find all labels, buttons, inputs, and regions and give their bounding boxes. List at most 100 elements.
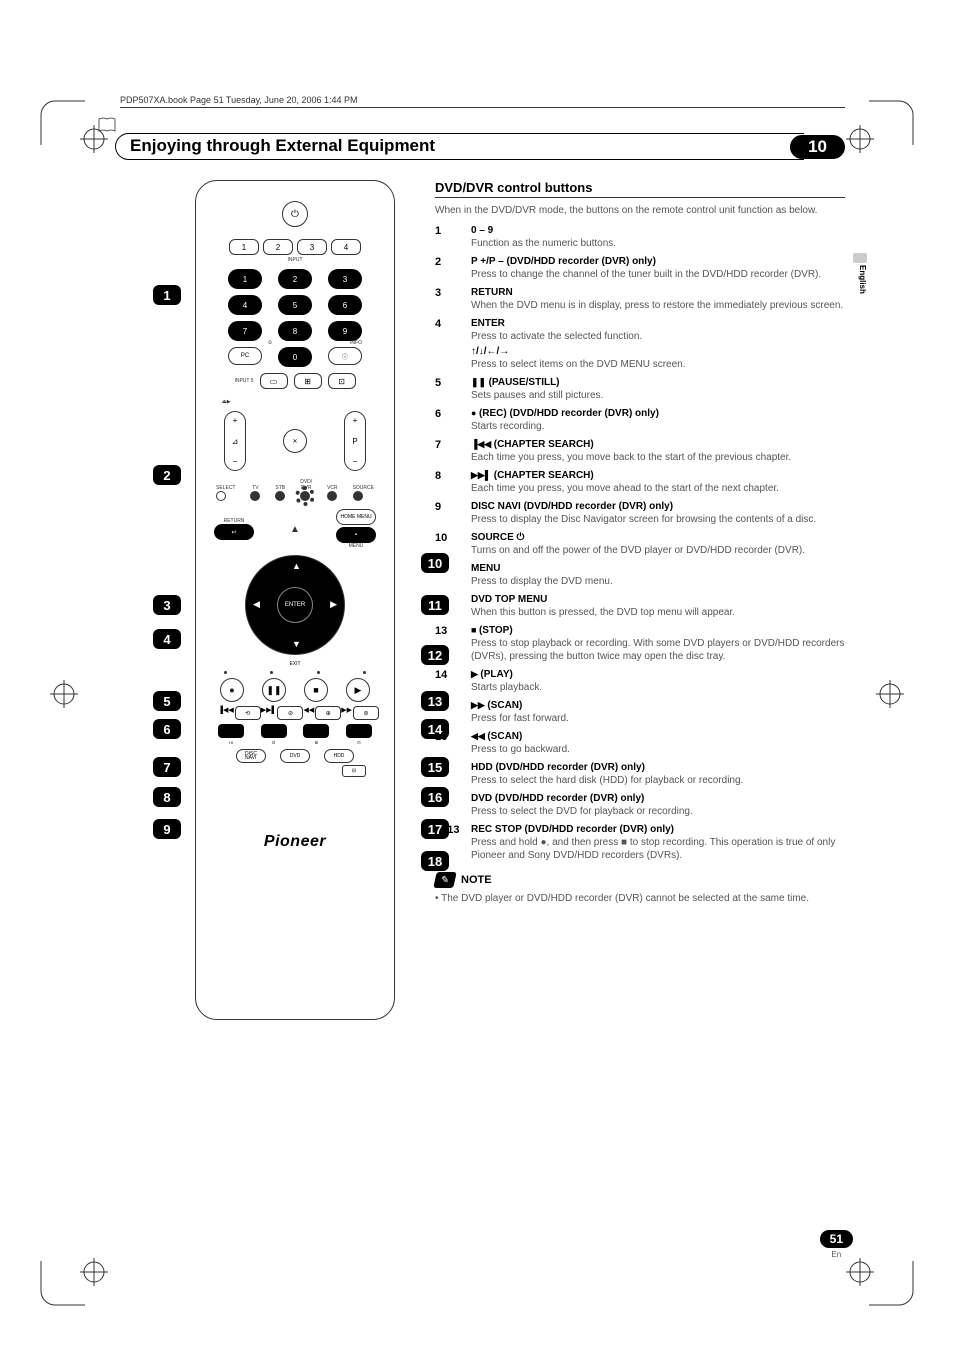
- callout-number: 17: [421, 819, 449, 839]
- media-icon: ▶▶▌: [471, 470, 494, 480]
- pc-button: PC: [228, 347, 262, 365]
- aspect-button: ⊡: [328, 373, 356, 389]
- power-button-icon: ⏻: [282, 201, 308, 227]
- item-heading: P +/P – (DVD/HDD recorder (DVR) only): [471, 256, 845, 267]
- registration-mark-icon: [50, 680, 78, 708]
- control-item: 17HDD (DVD/HDD recorder (DVR) only)Press…: [435, 762, 845, 787]
- control-item: 2P +/P – (DVD/HDD recorder (DVR) only)Pr…: [435, 256, 845, 281]
- play-icon: ▶: [346, 678, 370, 702]
- registration-mark-icon: [846, 125, 874, 153]
- callout-number: 8: [153, 787, 181, 807]
- item-description: Starts playback.: [471, 681, 845, 694]
- playback-control-row: ● ❚❚ ■ ▶: [220, 678, 370, 702]
- item-number: 5: [435, 377, 461, 402]
- dvd-button: DVD: [280, 749, 310, 763]
- control-item: 6● (REC) (DVD/HDD recorder (DVR) only)St…: [435, 408, 845, 433]
- pause-icon: ❚❚: [262, 678, 286, 702]
- num-button: 8: [278, 321, 312, 341]
- item-description: Each time you press, you move back to th…: [471, 451, 845, 464]
- registration-mark-icon: [876, 680, 904, 708]
- control-item: 4 ENTERPress to activate the selected fun…: [435, 318, 845, 371]
- info-label: ⏲: [268, 340, 272, 346]
- dpad-arrows-icon: ↑/↓/←/→: [471, 346, 845, 357]
- disc-navi-button: DISC NAVI: [236, 749, 266, 763]
- input5-button: ▭: [260, 373, 288, 389]
- brand-logo: Pioneer: [214, 833, 376, 851]
- media-icon: ◀◀: [471, 731, 487, 741]
- callout-number: 12: [421, 645, 449, 665]
- item-heading: ▶▶ (SCAN): [471, 700, 845, 711]
- callout-number: 13: [421, 691, 449, 711]
- item-description: When the DVD menu is in display, press t…: [471, 299, 845, 312]
- item-number: 7: [435, 439, 461, 464]
- item-number: 2: [435, 256, 461, 281]
- control-item: 18DVD (DVD/HDD recorder (DVR) only)Press…: [435, 793, 845, 818]
- callout-number: 5: [153, 691, 181, 711]
- dpad: ▲ ▼ ◀ ▶ ENTER: [245, 555, 345, 655]
- book-page-note: PDP507XA.book Page 51 Tuesday, June 20, …: [120, 95, 845, 108]
- num-button: 5: [278, 295, 312, 315]
- zero-button: 0: [278, 347, 312, 367]
- exit-label: EXIT: [214, 661, 376, 667]
- callout-number: 4: [153, 629, 181, 649]
- control-item: 5❚❚ (PAUSE/STILL)Sets pauses and still p…: [435, 377, 845, 402]
- section-title: DVD/DVR control buttons: [435, 180, 845, 198]
- mute-button: ✕: [283, 429, 307, 453]
- item-description: Press and hold ●, and then press ■ to st…: [471, 836, 845, 862]
- source-button-icon: [353, 491, 363, 501]
- registration-mark-icon: [80, 1258, 108, 1286]
- language-tab: English: [851, 265, 867, 294]
- item-number: 9: [435, 501, 461, 526]
- item-number: 1: [435, 225, 461, 250]
- input5-label: INPUT 5: [234, 378, 253, 384]
- item-heading: MENU: [471, 563, 845, 574]
- page-title: Enjoying through External Equipment: [115, 133, 804, 160]
- item-number: 3: [435, 287, 461, 312]
- control-item: 13■ (STOP)Press to stop playback or reco…: [435, 625, 845, 663]
- volume-rocker: +⊿−: [224, 411, 246, 471]
- input-button: 4: [331, 239, 361, 255]
- media-icon: ▶▶: [471, 700, 487, 710]
- num-button: 3: [328, 269, 362, 289]
- up-arrow-icon: ▲: [290, 524, 300, 535]
- callout-number: 11: [421, 595, 449, 615]
- item-description: When this button is pressed, the DVD top…: [471, 606, 845, 619]
- callout-number: 14: [421, 719, 449, 739]
- item-description: Press to select the hard disk (HDD) for …: [471, 774, 845, 787]
- item-description: Turns on and off the power of the DVD pl…: [471, 544, 845, 557]
- control-item: 8▶▶▌ (CHAPTER SEARCH)Each time you press…: [435, 470, 845, 495]
- transport-button: [346, 724, 372, 738]
- num-button: 1: [228, 269, 262, 289]
- rec-icon: ●: [220, 678, 244, 702]
- callout-number: 18: [421, 851, 449, 871]
- control-item: 3RETURNWhen the DVD menu is in display, …: [435, 287, 845, 312]
- note-icon: ✎: [433, 872, 456, 888]
- item-number: 4: [435, 318, 461, 371]
- page-number-badge: 51: [820, 1230, 853, 1248]
- num-button: 2: [278, 269, 312, 289]
- item-number: 6: [435, 408, 461, 433]
- callout-number: 1: [153, 285, 181, 305]
- control-item: 11MENUPress to display the DVD menu.: [435, 563, 845, 588]
- home-menu-button: HOME MENU: [336, 509, 376, 525]
- return-button: ↩: [214, 524, 254, 540]
- item-description: Press for fast forward.: [471, 712, 845, 725]
- item-heading: ▶ (PLAY): [471, 669, 845, 680]
- page-number-lang: En: [820, 1250, 853, 1259]
- item-description: Press to select items on the DVD MENU sc…: [471, 358, 845, 371]
- item-description: Press to activate the selected function.: [471, 330, 845, 343]
- media-icon: ▶: [471, 669, 480, 679]
- menu-button: ▪: [336, 527, 376, 543]
- item-description: Press to display the DVD menu.: [471, 575, 845, 588]
- media-icon: ▐◀◀: [471, 439, 494, 449]
- crop-mark-tr: [869, 95, 919, 145]
- transport-button: [218, 724, 244, 738]
- item-heading: 0 – 9: [471, 225, 845, 236]
- item-heading: ▶▶▌ (CHAPTER SEARCH): [471, 470, 845, 481]
- input-button: 2: [263, 239, 293, 255]
- item-heading: ENTER: [471, 318, 845, 329]
- item-description: Press to select the DVD for playback or …: [471, 805, 845, 818]
- teletext-button: ⊟: [342, 765, 366, 777]
- control-item: 6, 13REC STOP (DVD/HDD recorder (DVR) on…: [435, 824, 845, 862]
- skip-row: ▐◀◀⟲ ▶▶▌⊘ ◀◀⊕ ▶▶⊜: [218, 706, 372, 720]
